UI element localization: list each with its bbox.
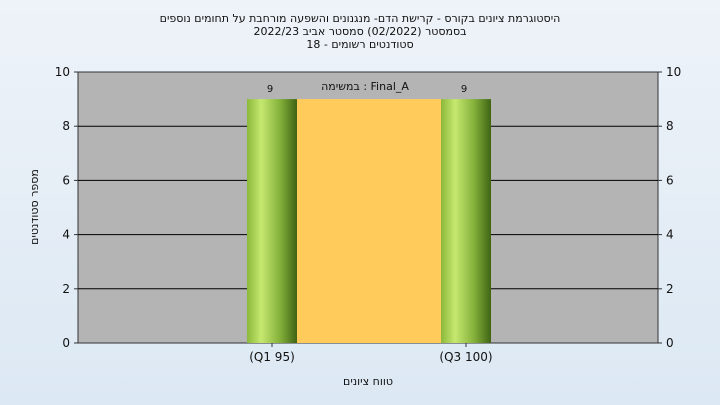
y-tick-right-0: 0: [666, 336, 674, 350]
y-tick-left-0: 0: [62, 336, 70, 350]
y-tick-left-4: 8: [62, 119, 70, 133]
y-tick-right-3: 6: [666, 173, 674, 187]
chart-title-line-1: היסטוגרמת ציונים בקורס - קרישת הדם- מנגנ…: [160, 12, 561, 25]
tick-labels: 0 0 2 2 4 4 6 6 8 8 10 10 (Q1 95) (Q3 100): [55, 65, 682, 364]
y-tick-left-2: 4: [62, 228, 70, 242]
bar-1: [441, 99, 491, 343]
y-tick-right-5: 10: [666, 65, 681, 79]
chart-title-line-3: סטודנטים רשומים - 18: [306, 38, 413, 51]
y-tick-right-2: 4: [666, 228, 674, 242]
grade-range-band: [297, 99, 441, 343]
band-layer: [297, 99, 441, 343]
x-tick-label-0: (Q1 95): [249, 350, 295, 364]
y-axis-title: מספר סטודנטים: [28, 169, 41, 245]
bar-0: [247, 99, 297, 343]
y-tick-left-3: 6: [62, 173, 70, 187]
y-tick-right-4: 8: [666, 119, 674, 133]
y-tick-left-1: 2: [62, 282, 70, 296]
data-label-1: 9: [461, 84, 467, 95]
y-tick-right-1: 2: [666, 282, 674, 296]
chart-annotation: במשימה : Final_A: [321, 80, 409, 93]
x-tick-label-1: (Q3 100): [439, 350, 492, 364]
x-axis-title: טווח ציונים: [343, 375, 393, 388]
chart-title-line-2: בסמסטר (02/2022) סמסטר אביב 2022/23: [253, 25, 466, 38]
data-label-0: 9: [267, 84, 273, 95]
y-tick-left-5: 10: [55, 65, 70, 79]
